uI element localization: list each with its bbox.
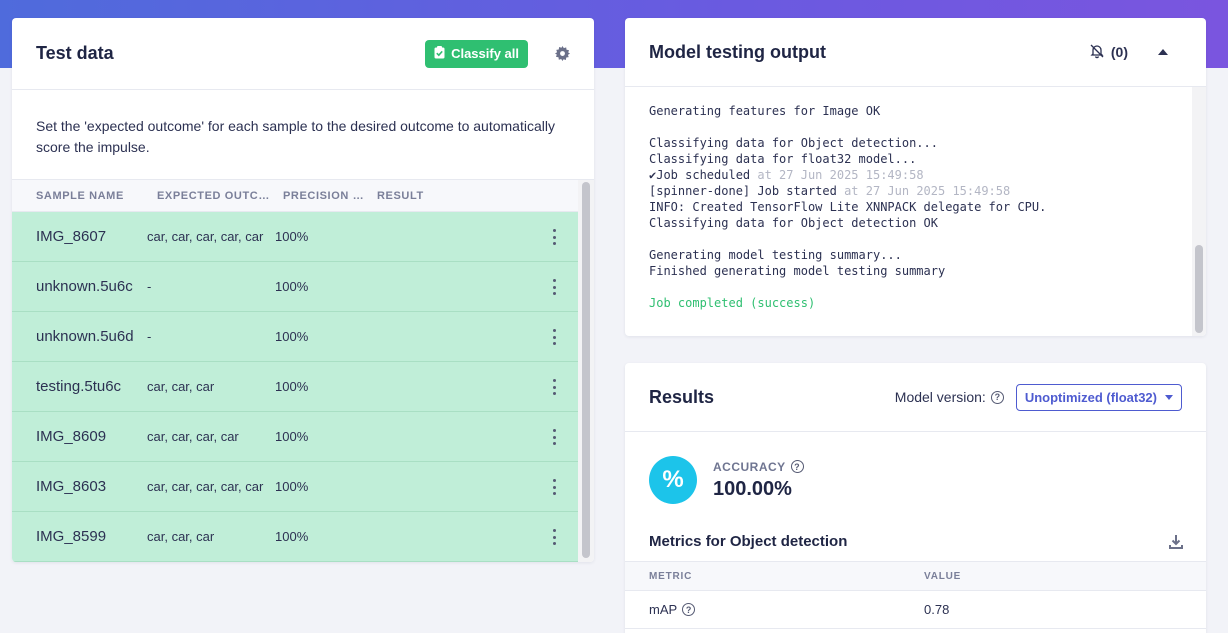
model-testing-output-panel: Model testing output (0) Generating feat… <box>625 18 1206 336</box>
gear-icon[interactable] <box>554 46 570 62</box>
table-row[interactable]: IMG_8599 car, car, car 100% <box>12 512 578 562</box>
results-title: Results <box>649 386 715 407</box>
help-icon[interactable]: ? <box>682 603 696 616</box>
column-expected-outcome[interactable]: EXPECTED OUTCOME <box>157 189 271 202</box>
table-row[interactable]: testing.5tu6c car, car, car 100% <box>12 362 578 412</box>
expected-outcome[interactable]: - <box>147 329 152 344</box>
metric-name: mAP <box>649 602 678 617</box>
expected-outcome[interactable]: - <box>147 279 152 294</box>
precision-score: 100% <box>275 429 309 444</box>
precision-score: 100% <box>275 229 309 244</box>
more-options-icon[interactable] <box>548 279 560 295</box>
expected-outcome[interactable]: car, car, car, car <box>147 429 239 444</box>
log-line: Classifying data for Object detection OK <box>649 216 938 230</box>
expected-outcome[interactable]: car, car, car, car, car <box>147 479 264 494</box>
log-line: Classifying data for Object detection... <box>649 136 938 150</box>
more-options-icon[interactable] <box>548 229 560 245</box>
test-data-title: Test data <box>36 43 114 63</box>
sample-name[interactable]: unknown.5u6c <box>36 278 133 295</box>
accuracy-summary: % ACCURACY ? 100.00% <box>649 456 804 504</box>
log-line: Generating model testing summary... <box>649 248 902 262</box>
test-data-description: Set the 'expected outcome' for each samp… <box>12 90 594 180</box>
precision-score: 100% <box>275 329 309 344</box>
download-icon[interactable] <box>1168 534 1184 550</box>
percent-icon: % <box>649 456 697 504</box>
column-result[interactable]: RESULT <box>377 189 424 202</box>
metrics-row: mAP ? 0.78 <box>625 591 1206 629</box>
bell-off-icon <box>1089 43 1105 62</box>
precision-score: 100% <box>275 279 309 294</box>
more-options-icon[interactable] <box>548 429 560 445</box>
collapse-caret-icon[interactable] <box>1158 49 1168 55</box>
sample-name[interactable]: IMG_8609 <box>36 428 107 445</box>
model-version-label: Model version: ? <box>895 389 1004 405</box>
output-header: Model testing output (0) <box>625 18 1206 87</box>
clipboard-check-icon <box>434 45 445 62</box>
sample-name[interactable]: testing.5tu6c <box>36 378 122 395</box>
sample-name[interactable]: IMG_8603 <box>36 478 107 495</box>
notification-count: (0) <box>1110 44 1128 60</box>
expected-outcome[interactable]: car, car, car <box>147 379 215 394</box>
metric-value: 0.78 <box>924 602 950 617</box>
table-header: SAMPLE NAME EXPECTED OUTCOME PRECISION S… <box>12 180 578 212</box>
more-options-icon[interactable] <box>548 479 560 495</box>
log-line: [spinner-done] Job started <box>649 184 837 198</box>
expected-outcome[interactable]: car, car, car, car, car <box>147 229 264 244</box>
model-version-text: Model version: <box>894 389 986 405</box>
results-header: Results Model version: ? Unoptimized (fl… <box>625 363 1206 432</box>
table-row[interactable]: unknown.5u6c - 100% <box>12 262 578 312</box>
column-sample-name[interactable]: SAMPLE NAME <box>36 189 124 202</box>
sample-name[interactable]: IMG_8599 <box>36 528 107 545</box>
more-options-icon[interactable] <box>548 379 560 395</box>
precision-score: 100% <box>275 379 309 394</box>
log-success-line: Job completed (success) <box>649 296 816 310</box>
chevron-down-icon <box>1165 394 1173 400</box>
help-icon[interactable]: ? <box>990 390 1004 404</box>
log-line: ✔Job scheduled <box>649 168 751 182</box>
classify-all-button[interactable]: Classify all <box>425 39 528 68</box>
log-line: Finished generating model testing summar… <box>649 264 946 278</box>
table-row[interactable]: unknown.5u6d - 100% <box>12 312 578 362</box>
log-line: Generating features for Image OK <box>649 104 881 118</box>
sample-name[interactable]: IMG_8607 <box>36 228 107 245</box>
model-version-value: Unoptimized (float32) <box>1024 389 1157 405</box>
column-metric: METRIC <box>649 570 693 582</box>
table-scrollbar-thumb[interactable] <box>582 182 590 558</box>
metrics-table-header: METRIC VALUE <box>625 561 1206 591</box>
log-timestamp: at 27 Jun 2025 15:49:58 <box>836 184 1011 198</box>
expected-outcome[interactable]: car, car, car <box>147 529 215 544</box>
output-log: Generating features for Image OK Classif… <box>625 87 1192 336</box>
table-scrollbar[interactable] <box>578 180 594 562</box>
precision-score: 100% <box>275 479 309 494</box>
results-panel: Results Model version: ? Unoptimized (fl… <box>625 363 1206 633</box>
log-line: INFO: Created TensorFlow Lite XNNPACK de… <box>649 200 1047 214</box>
log-timestamp: at 27 Jun 2025 15:49:58 <box>750 168 924 182</box>
log-scrollbar[interactable] <box>1192 87 1206 336</box>
sample-name[interactable]: unknown.5u6d <box>36 328 134 345</box>
notifications-toggle[interactable]: (0) <box>1089 43 1128 62</box>
precision-score: 100% <box>275 529 309 544</box>
test-data-panel: Test data Classify all Set the 'expected… <box>12 18 594 562</box>
help-icon[interactable]: ? <box>790 460 804 473</box>
accuracy-label: ACCURACY ? <box>713 460 804 474</box>
output-title: Model testing output <box>649 41 826 62</box>
metrics-title: Metrics for Object detection <box>649 533 848 550</box>
model-version-select[interactable]: Unoptimized (float32) <box>1015 383 1182 411</box>
column-precision-score[interactable]: PRECISION SCORE <box>283 189 365 202</box>
classify-all-label: Classify all <box>451 46 519 61</box>
log-line: Classifying data for float32 model... <box>649 152 917 166</box>
more-options-icon[interactable] <box>548 529 560 545</box>
metric-name-cell: mAP ? <box>625 602 924 617</box>
accuracy-label-text: ACCURACY <box>713 459 786 474</box>
log-scrollbar-thumb[interactable] <box>1195 245 1203 333</box>
accuracy-value: 100.00% <box>713 477 792 500</box>
column-value: VALUE <box>924 570 962 582</box>
table-row[interactable]: IMG_8607 car, car, car, car, car 100% <box>12 212 578 262</box>
test-data-header: Test data Classify all <box>12 18 594 90</box>
table-row[interactable]: IMG_8603 car, car, car, car, car 100% <box>12 462 578 512</box>
test-data-table: SAMPLE NAME EXPECTED OUTCOME PRECISION S… <box>12 180 594 562</box>
more-options-icon[interactable] <box>548 329 560 345</box>
table-row[interactable]: IMG_8609 car, car, car, car 100% <box>12 412 578 462</box>
